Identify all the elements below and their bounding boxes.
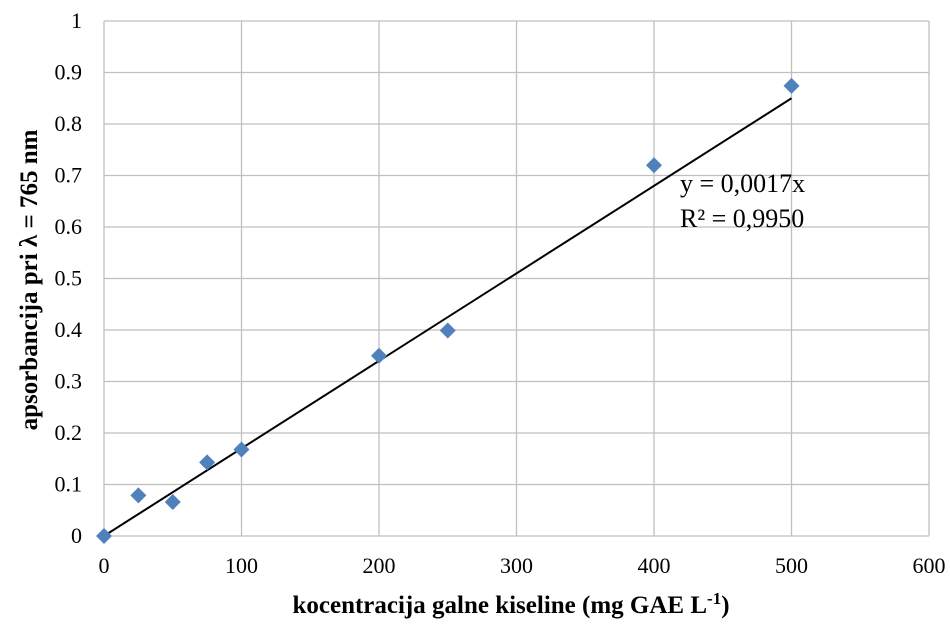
data-point xyxy=(199,454,216,471)
y-tick-label: 0.6 xyxy=(55,214,83,239)
x-tick-label: 400 xyxy=(638,553,671,578)
data-point xyxy=(233,441,250,458)
x-axis-title: kocentracija galne kiseline (mg GAE L-1) xyxy=(292,589,729,619)
x-tick-label: 600 xyxy=(913,553,946,578)
data-point xyxy=(371,347,387,364)
y-tick-label: 1 xyxy=(71,8,82,33)
data-point xyxy=(164,494,181,511)
data-point xyxy=(130,487,147,504)
trendline xyxy=(103,97,793,537)
y-tick-label: 0 xyxy=(71,523,82,548)
trendline-group xyxy=(103,97,793,537)
y-tick-label: 0.9 xyxy=(55,60,83,85)
y-tick-label: 0.5 xyxy=(55,266,83,291)
x-tick-label: 300 xyxy=(500,553,533,578)
x-axis-title-main: kocentracija galne kiseline (mg GAE L xyxy=(292,592,707,619)
x-tick-label: 100 xyxy=(225,553,258,578)
x-axis-title-superscript: -1 xyxy=(707,589,721,608)
trendline-equation: y = 0,0017x xyxy=(680,169,805,198)
x-tick-label: 500 xyxy=(775,553,808,578)
x-tick-label: 0 xyxy=(99,553,110,578)
data-point xyxy=(439,322,456,339)
y-tick-label: 0.2 xyxy=(55,420,83,445)
r-squared-label: R² = 0,9950 xyxy=(680,204,804,233)
y-tick-label: 0.7 xyxy=(55,163,83,188)
y-tick-label: 0.4 xyxy=(55,317,83,342)
x-axis-title-suffix: ) xyxy=(721,592,729,619)
data-point xyxy=(646,157,662,174)
y-tick-label: 0.3 xyxy=(55,369,83,394)
y-axis-ticks: 0 0.1 0.2 0.3 0.4 0.5 0.6 0.7 0.8 0.9 1 xyxy=(55,8,83,548)
y-axis-title: apsorbancija pri λ = 765 nm xyxy=(16,129,43,430)
x-tick-label: 200 xyxy=(363,553,396,578)
grid-lines xyxy=(103,20,930,537)
data-points xyxy=(96,77,800,544)
y-tick-label: 0.8 xyxy=(55,111,83,136)
y-tick-label: 0.1 xyxy=(55,472,83,497)
data-point xyxy=(783,77,800,94)
data-point xyxy=(96,528,112,544)
x-axis-ticks: 0 100 200 300 400 500 600 xyxy=(99,553,946,578)
